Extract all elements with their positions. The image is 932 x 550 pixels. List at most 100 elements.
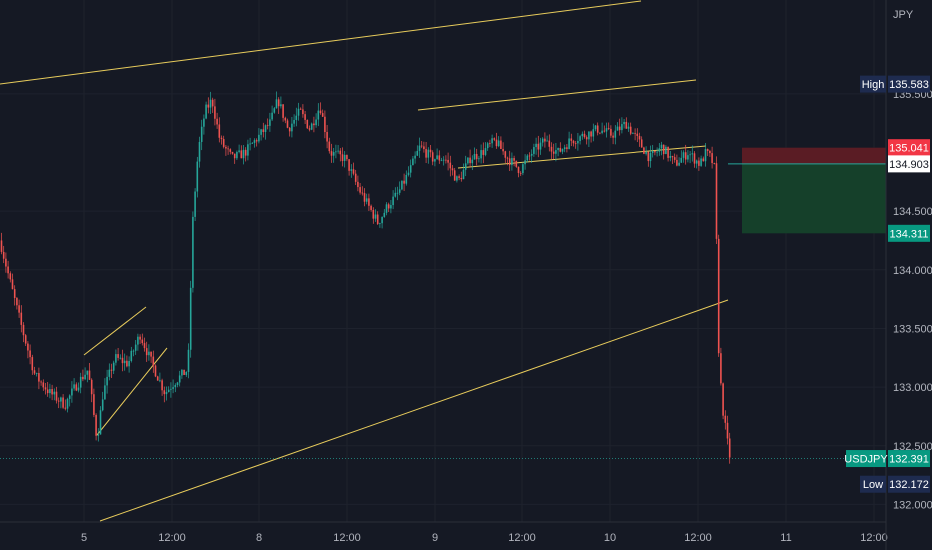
- candle-body[interactable]: [0, 240, 3, 252]
- candle-body[interactable]: [526, 155, 529, 161]
- candle-body[interactable]: [471, 159, 474, 164]
- candle-body[interactable]: [148, 351, 150, 356]
- candle-body[interactable]: [286, 120, 289, 128]
- candle-body[interactable]: [31, 357, 34, 371]
- candle-body[interactable]: [722, 383, 724, 416]
- candle-body[interactable]: [398, 189, 401, 193]
- trend-lines[interactable]: [0, 0, 729, 522]
- candle-body[interactable]: [119, 357, 122, 359]
- candle-body[interactable]: [95, 414, 97, 436]
- candle-body[interactable]: [42, 382, 45, 388]
- candle-body[interactable]: [86, 370, 89, 375]
- candle-body[interactable]: [599, 132, 601, 134]
- candle-body[interactable]: [126, 360, 128, 367]
- candle-body[interactable]: [383, 212, 386, 217]
- candle-body[interactable]: [717, 238, 720, 354]
- candle-body[interactable]: [480, 150, 482, 159]
- candle-body[interactable]: [581, 133, 584, 137]
- candle-body[interactable]: [297, 108, 300, 116]
- candle-body[interactable]: [724, 415, 727, 423]
- candle-body[interactable]: [625, 121, 628, 129]
- candle-body[interactable]: [486, 143, 489, 149]
- candle-body[interactable]: [352, 169, 355, 174]
- candle-body[interactable]: [51, 389, 53, 395]
- candle-body[interactable]: [572, 140, 575, 144]
- candle-body[interactable]: [112, 362, 115, 371]
- candle-body[interactable]: [548, 140, 551, 147]
- candle-body[interactable]: [585, 137, 588, 140]
- candle-body[interactable]: [350, 169, 353, 171]
- candle-body[interactable]: [339, 150, 342, 155]
- candle-body[interactable]: [684, 152, 687, 160]
- candle-body[interactable]: [704, 149, 707, 162]
- candle-body[interactable]: [467, 157, 469, 164]
- stop-loss-zone[interactable]: [742, 147, 886, 164]
- candle-body[interactable]: [566, 147, 568, 149]
- candle-body[interactable]: [260, 129, 262, 135]
- candle-body[interactable]: [178, 375, 181, 383]
- candle-body[interactable]: [418, 145, 421, 151]
- candle-body[interactable]: [497, 140, 500, 147]
- candle-body[interactable]: [357, 181, 359, 188]
- candle-body[interactable]: [682, 152, 685, 158]
- candle-body[interactable]: [546, 140, 548, 142]
- candle-body[interactable]: [46, 389, 49, 394]
- candle-body[interactable]: [596, 125, 599, 133]
- candle-body[interactable]: [700, 158, 702, 166]
- candle-body[interactable]: [484, 148, 487, 155]
- candle-body[interactable]: [427, 149, 430, 158]
- candle-body[interactable]: [258, 134, 260, 142]
- candle-body[interactable]: [324, 116, 326, 133]
- candle-body[interactable]: [183, 369, 185, 375]
- candle-body[interactable]: [225, 146, 227, 149]
- candle-body[interactable]: [161, 380, 163, 391]
- candle-body[interactable]: [337, 150, 339, 152]
- candle-body[interactable]: [77, 387, 80, 391]
- candle-body[interactable]: [519, 172, 522, 174]
- candle-body[interactable]: [500, 140, 502, 149]
- candle-body[interactable]: [368, 198, 370, 206]
- candle-body[interactable]: [62, 397, 64, 408]
- candle-body[interactable]: [354, 173, 357, 182]
- candle-body[interactable]: [128, 360, 130, 367]
- candle-body[interactable]: [27, 343, 29, 351]
- candle-body[interactable]: [187, 349, 190, 372]
- candle-body[interactable]: [568, 138, 570, 149]
- candle-body[interactable]: [174, 384, 177, 388]
- candle-body[interactable]: [552, 151, 555, 154]
- flag-upper-line[interactable]: [83, 306, 147, 356]
- candle-body[interactable]: [403, 180, 405, 184]
- candle-body[interactable]: [240, 150, 243, 159]
- candle-body[interactable]: [429, 149, 432, 153]
- candle-body[interactable]: [577, 140, 579, 144]
- candle-body[interactable]: [535, 143, 537, 148]
- candle-body[interactable]: [216, 118, 218, 125]
- candle-body[interactable]: [53, 391, 56, 395]
- candle-body[interactable]: [79, 376, 82, 388]
- candle-body[interactable]: [396, 192, 399, 194]
- candle-body[interactable]: [522, 164, 524, 174]
- candle-body[interactable]: [299, 108, 302, 110]
- candle-body[interactable]: [513, 158, 515, 161]
- candle-body[interactable]: [401, 180, 403, 190]
- candle-body[interactable]: [110, 369, 113, 371]
- candle-body[interactable]: [29, 350, 31, 358]
- candle-body[interactable]: [249, 143, 251, 145]
- candle-body[interactable]: [370, 205, 372, 210]
- candle-body[interactable]: [159, 380, 161, 382]
- candle-body[interactable]: [64, 407, 67, 409]
- candle-body[interactable]: [491, 138, 493, 144]
- candle-body[interactable]: [612, 135, 614, 138]
- candle-body[interactable]: [44, 387, 47, 390]
- candle-body[interactable]: [361, 192, 364, 194]
- candle-body[interactable]: [665, 146, 667, 155]
- candle-body[interactable]: [709, 150, 711, 154]
- candle-body[interactable]: [640, 139, 643, 148]
- candle-body[interactable]: [315, 119, 317, 126]
- candle-body[interactable]: [88, 370, 91, 380]
- candle-body[interactable]: [658, 148, 661, 152]
- candle-body[interactable]: [442, 159, 445, 161]
- candle-body[interactable]: [264, 125, 267, 133]
- candle-body[interactable]: [528, 155, 531, 157]
- candle-body[interactable]: [275, 99, 278, 109]
